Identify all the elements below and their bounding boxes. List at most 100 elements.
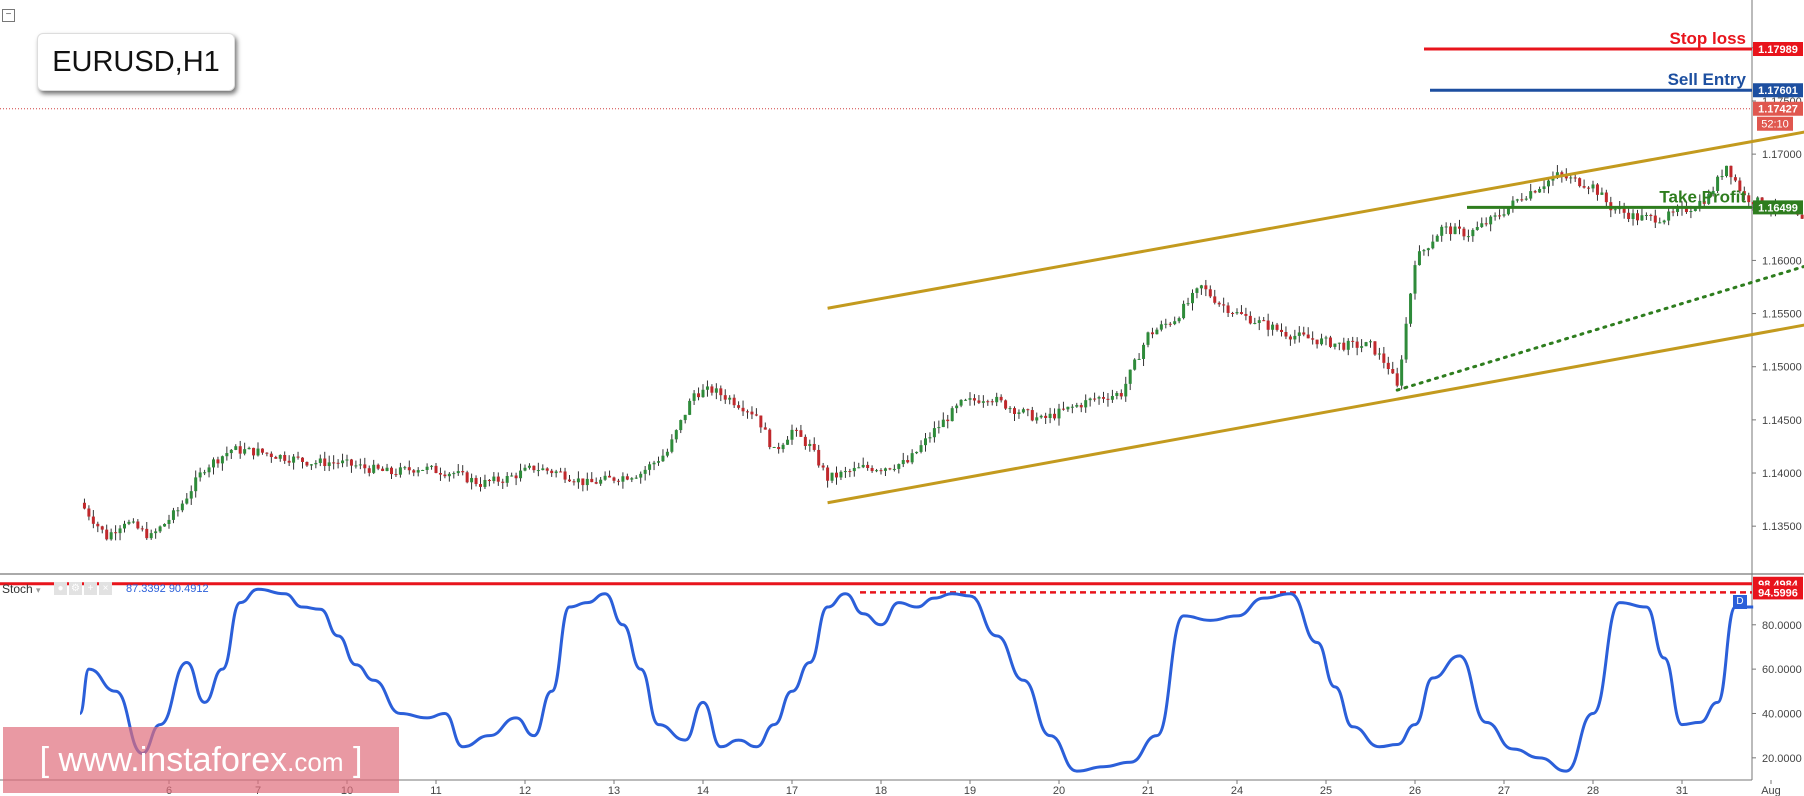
candle-body (835, 472, 838, 478)
candle-body (1600, 192, 1604, 195)
take-profit-label: Take Profit (1659, 187, 1746, 206)
candle-body (532, 465, 536, 471)
candle-body (759, 415, 763, 428)
candle-body (407, 467, 411, 471)
candle-body (1462, 228, 1466, 237)
candle-body (1364, 342, 1368, 347)
candle-body (1142, 344, 1146, 359)
candle-body (950, 408, 954, 422)
candle-body (1729, 165, 1733, 178)
candle-body (252, 447, 256, 456)
eye-icon[interactable]: ● (54, 582, 67, 595)
candle-body (1035, 417, 1039, 421)
candle-body (1333, 343, 1337, 347)
candle-body (412, 470, 416, 473)
countdown-label: 52:10 (1761, 119, 1789, 131)
collapse-panel-icon[interactable]: − (2, 9, 15, 22)
candle-body (212, 459, 215, 468)
candle-body (296, 456, 300, 458)
candle-body (82, 502, 86, 509)
candle-body (470, 477, 474, 483)
candle-body (559, 471, 563, 473)
candle-body (919, 445, 923, 452)
close-icon[interactable]: × (99, 582, 112, 595)
candle-body (438, 473, 442, 475)
candle-body (1026, 409, 1030, 411)
candle-body (314, 462, 318, 465)
candle-body (501, 481, 505, 483)
price-tick-label: 1.17000 (1762, 149, 1802, 161)
candle-body (1524, 198, 1528, 200)
candle-body (648, 464, 652, 470)
candle-body (1061, 408, 1065, 410)
time-tick-label: Aug (1761, 785, 1781, 796)
candle-body (96, 523, 100, 527)
candle-body (1742, 191, 1746, 196)
candle-body (1186, 303, 1190, 305)
candle-body (955, 405, 959, 409)
candle-body (1471, 229, 1475, 237)
candle-body (1511, 200, 1515, 208)
candle-body (839, 471, 843, 478)
candle-body (421, 469, 425, 471)
candle-body (554, 471, 558, 474)
candle-body (140, 528, 144, 530)
plus-icon[interactable]: + (84, 582, 97, 595)
candle-body (390, 467, 393, 475)
candle-body (688, 400, 692, 415)
stoch-series-line (78, 587, 1754, 773)
candle-body (1048, 413, 1052, 419)
candle-body (425, 466, 429, 470)
stop-loss-label: Stop loss (1669, 29, 1746, 48)
candle-body (883, 468, 887, 471)
candle-body (572, 481, 576, 483)
candle-body (180, 503, 184, 511)
sell-entry-label: Sell Entry (1668, 70, 1747, 89)
watermark: [ www.instaforex.com ] (3, 727, 399, 793)
candle-body (1671, 211, 1675, 213)
candle-body (1689, 211, 1693, 213)
candle-body (327, 462, 331, 467)
dropdown-icon[interactable]: ▾ (36, 585, 41, 595)
candle-body (768, 429, 772, 448)
indicator-name: Stoch ▾ (2, 582, 41, 596)
candle-body (394, 474, 398, 476)
candle-body (1244, 313, 1248, 316)
candle-body (492, 476, 496, 482)
candle-body (1208, 289, 1212, 297)
candle-body (616, 480, 620, 482)
candle-body (1631, 213, 1635, 219)
time-tick-label: 20 (1053, 785, 1065, 796)
candle-body (1266, 320, 1270, 330)
candle-body (131, 521, 135, 523)
candle-body (826, 467, 830, 481)
candle-body (576, 478, 580, 483)
candle-body (1053, 413, 1057, 419)
candle-body (1355, 341, 1359, 348)
candle-body (1693, 208, 1697, 212)
sell-entry-tag-label: 1.17601 (1758, 85, 1798, 97)
time-tick-label: 21 (1142, 785, 1154, 796)
candle-body (1569, 177, 1573, 179)
candle-body (657, 461, 660, 463)
candle-body (1431, 241, 1435, 249)
candle-body (808, 443, 812, 446)
candle-body (1133, 359, 1137, 370)
candle-body (1288, 336, 1292, 340)
candle-body (1627, 212, 1631, 219)
candle-body (906, 460, 910, 463)
candle-body (910, 453, 914, 463)
candle-body (1684, 206, 1688, 213)
candle-body (852, 467, 856, 472)
settings-icon[interactable]: ⚙ (69, 582, 82, 595)
candle-body (746, 411, 749, 413)
candle-body (278, 455, 282, 459)
candle-body (924, 438, 927, 446)
candle-body (1538, 188, 1542, 193)
candle-body (536, 470, 540, 472)
time-tick-label: 17 (786, 785, 798, 796)
candle-body (105, 529, 109, 540)
candle-body (1640, 215, 1644, 221)
candle-body (372, 464, 376, 473)
candle-body (1440, 226, 1444, 236)
